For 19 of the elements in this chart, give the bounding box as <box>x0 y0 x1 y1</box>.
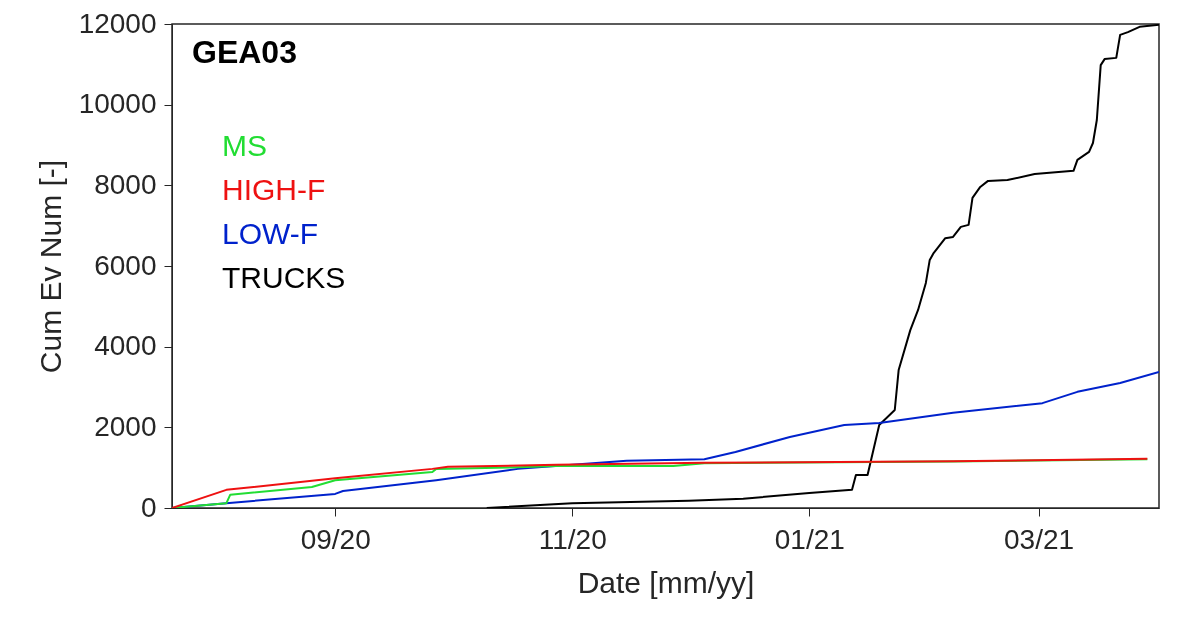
x-tick-label: 11/20 <box>538 523 607 555</box>
y-tick-label: 10000 <box>78 88 157 120</box>
text: HIGH-F <box>222 173 326 206</box>
text: TRUCKS <box>222 261 346 294</box>
chart-title: GEA03 <box>192 34 297 70</box>
y-tick-label: 4000 <box>94 330 157 362</box>
x-axis-title: Date [mm/yy] <box>577 565 755 599</box>
y-tick-label: 6000 <box>94 249 157 281</box>
x-tick-label: 03/21 <box>1004 523 1075 555</box>
x-tick-label: 09/20 <box>300 523 371 555</box>
y-axis-title: Cum Ev Num [-] <box>33 159 67 374</box>
text: MS <box>222 129 267 162</box>
y-tick-label: 2000 <box>94 410 157 442</box>
text: LOW-F <box>222 217 319 250</box>
x-tick-label: 01/21 <box>774 523 845 555</box>
y-tick-label: 8000 <box>94 168 157 200</box>
y-tick-label: 12000 <box>78 7 157 39</box>
y-tick-label: 0 <box>140 491 157 523</box>
line-series <box>485 24 1159 508</box>
